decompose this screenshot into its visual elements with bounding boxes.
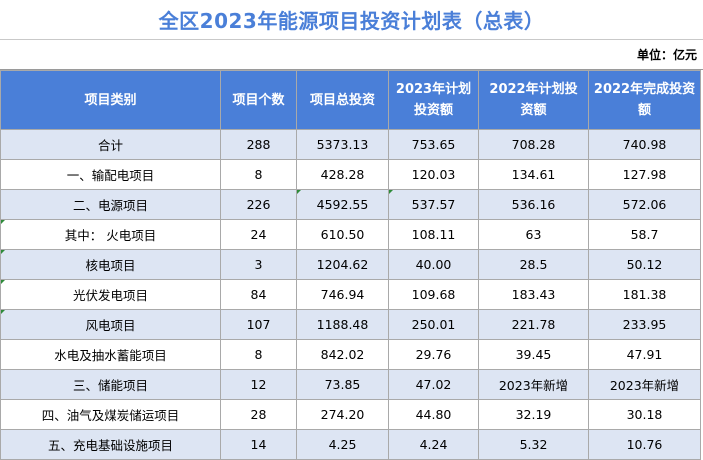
unit-label: 单位：亿元 — [636, 48, 697, 62]
cell-count[interactable]: 3 — [220, 249, 297, 280]
cell-2022-complete[interactable]: 30.18 — [588, 399, 701, 430]
cell-category[interactable]: 五、充电基础设施项目 — [0, 429, 221, 460]
table-row: 一、输配电项目 8 428.28 120.03 134.61 127.98 — [0, 159, 701, 190]
table-row: 其中： 火电项目 24 610.50 108.11 63 58.7 — [0, 219, 701, 250]
cell-2023-plan[interactable]: 753.65 — [388, 129, 479, 160]
cell-2022-plan[interactable]: 221.78 — [478, 309, 589, 340]
cell-total[interactable]: 5373.13 — [296, 129, 389, 160]
cell-2022-complete[interactable]: 181.38 — [588, 279, 701, 310]
header-total-investment[interactable]: 项目总投资 — [296, 70, 389, 130]
cell-category[interactable]: 核电项目 — [0, 249, 221, 280]
cell-category[interactable]: 水电及抽水蓄能项目 — [0, 339, 221, 370]
cell-2023-plan[interactable]: 29.76 — [388, 339, 479, 370]
cell-2023-plan[interactable]: 4.24 — [388, 429, 479, 460]
cell-category[interactable]: 光伏发电项目 — [0, 279, 221, 310]
header-2022-complete[interactable]: 2022年完成投资额 — [588, 70, 701, 130]
cell-2022-plan[interactable]: 5.32 — [478, 429, 589, 460]
cell-2022-plan[interactable]: 536.16 — [478, 189, 589, 220]
cell-2022-complete[interactable]: 47.91 — [588, 339, 701, 370]
cell-2022-complete[interactable]: 740.98 — [588, 129, 701, 160]
cell-category[interactable]: 二、电源项目 — [0, 189, 221, 220]
table-row: 水电及抽水蓄能项目 8 842.02 29.76 39.45 47.91 — [0, 339, 701, 370]
cell-category[interactable]: 合计 — [0, 129, 221, 160]
table-row: 风电项目 107 1188.48 250.01 221.78 233.95 — [0, 309, 701, 340]
cell-total[interactable]: 610.50 — [296, 219, 389, 250]
cell-category[interactable]: 其中： 火电项目 — [0, 219, 221, 250]
cell-count[interactable]: 8 — [220, 339, 297, 370]
header-category[interactable]: 项目类别 — [0, 70, 221, 130]
cell-count[interactable]: 226 — [220, 189, 297, 220]
cell-2023-plan[interactable]: 108.11 — [388, 219, 479, 250]
cell-count[interactable]: 12 — [220, 369, 297, 400]
header-2023-plan[interactable]: 2023年计划投资额 — [388, 70, 479, 130]
table-row: 核电项目 3 1204.62 40.00 28.5 50.12 — [0, 249, 701, 280]
cell-category[interactable]: 四、油气及煤炭储运项目 — [0, 399, 221, 430]
cell-2023-plan[interactable]: 120.03 — [388, 159, 479, 190]
table-row: 五、充电基础设施项目 14 4.25 4.24 5.32 10.76 — [0, 429, 701, 460]
cell-total[interactable]: 4592.55 — [296, 189, 389, 220]
cell-2022-plan[interactable]: 32.19 — [478, 399, 589, 430]
cell-2022-plan[interactable]: 134.61 — [478, 159, 589, 190]
investment-table: 项目类别 项目个数 项目总投资 2023年计划投资额 2022年计划投资额 20… — [0, 70, 701, 460]
cell-2023-plan[interactable]: 40.00 — [388, 249, 479, 280]
table-row: 合计 288 5373.13 753.65 708.28 740.98 — [0, 129, 701, 160]
cell-2022-complete[interactable]: 2023年新增 — [588, 369, 701, 400]
cell-count[interactable]: 24 — [220, 219, 297, 250]
header-2022-plan[interactable]: 2022年计划投资额 — [478, 70, 589, 130]
cell-2022-complete[interactable]: 233.95 — [588, 309, 701, 340]
table-title: 全区2023年能源项目投资计划表（总表） — [158, 9, 545, 33]
cell-total[interactable]: 73.85 — [296, 369, 389, 400]
cell-2022-complete[interactable]: 58.7 — [588, 219, 701, 250]
cell-2022-plan[interactable]: 39.45 — [478, 339, 589, 370]
cell-count[interactable]: 28 — [220, 399, 297, 430]
cell-2023-plan[interactable]: 250.01 — [388, 309, 479, 340]
cell-total[interactable]: 1188.48 — [296, 309, 389, 340]
header-count[interactable]: 项目个数 — [220, 70, 297, 130]
cell-2022-plan[interactable]: 708.28 — [478, 129, 589, 160]
cell-count[interactable]: 8 — [220, 159, 297, 190]
table-row: 光伏发电项目 84 746.94 109.68 183.43 181.38 — [0, 279, 701, 310]
cell-total[interactable]: 274.20 — [296, 399, 389, 430]
cell-2022-plan[interactable]: 183.43 — [478, 279, 589, 310]
title-row[interactable]: 全区2023年能源项目投资计划表（总表） — [0, 0, 703, 40]
cell-2022-plan[interactable]: 63 — [478, 219, 589, 250]
cell-2022-complete[interactable]: 127.98 — [588, 159, 701, 190]
cell-2022-plan[interactable]: 2023年新增 — [478, 369, 589, 400]
cell-count[interactable]: 107 — [220, 309, 297, 340]
cell-2023-plan[interactable]: 44.80 — [388, 399, 479, 430]
cell-total[interactable]: 842.02 — [296, 339, 389, 370]
table-row: 四、油气及煤炭储运项目 28 274.20 44.80 32.19 30.18 — [0, 399, 701, 430]
cell-total[interactable]: 428.28 — [296, 159, 389, 190]
table-row: 二、电源项目 226 4592.55 537.57 536.16 572.06 — [0, 189, 701, 220]
cell-2023-plan[interactable]: 109.68 — [388, 279, 479, 310]
table-row: 三、储能项目 12 73.85 47.02 2023年新增 2023年新增 — [0, 369, 701, 400]
cell-2023-plan[interactable]: 47.02 — [388, 369, 479, 400]
cell-count[interactable]: 14 — [220, 429, 297, 460]
cell-2023-plan[interactable]: 537.57 — [388, 189, 479, 220]
cell-category[interactable]: 风电项目 — [0, 309, 221, 340]
cell-2022-complete[interactable]: 572.06 — [588, 189, 701, 220]
cell-category[interactable]: 一、输配电项目 — [0, 159, 221, 190]
cell-total[interactable]: 746.94 — [296, 279, 389, 310]
unit-row[interactable]: 单位：亿元 — [0, 40, 703, 70]
cell-count[interactable]: 84 — [220, 279, 297, 310]
cell-total[interactable]: 1204.62 — [296, 249, 389, 280]
header-row: 项目类别 项目个数 项目总投资 2023年计划投资额 2022年计划投资额 20… — [0, 70, 701, 130]
cell-2022-complete[interactable]: 10.76 — [588, 429, 701, 460]
cell-2022-complete[interactable]: 50.12 — [588, 249, 701, 280]
cell-total[interactable]: 4.25 — [296, 429, 389, 460]
cell-2022-plan[interactable]: 28.5 — [478, 249, 589, 280]
cell-category[interactable]: 三、储能项目 — [0, 369, 221, 400]
cell-count[interactable]: 288 — [220, 129, 297, 160]
